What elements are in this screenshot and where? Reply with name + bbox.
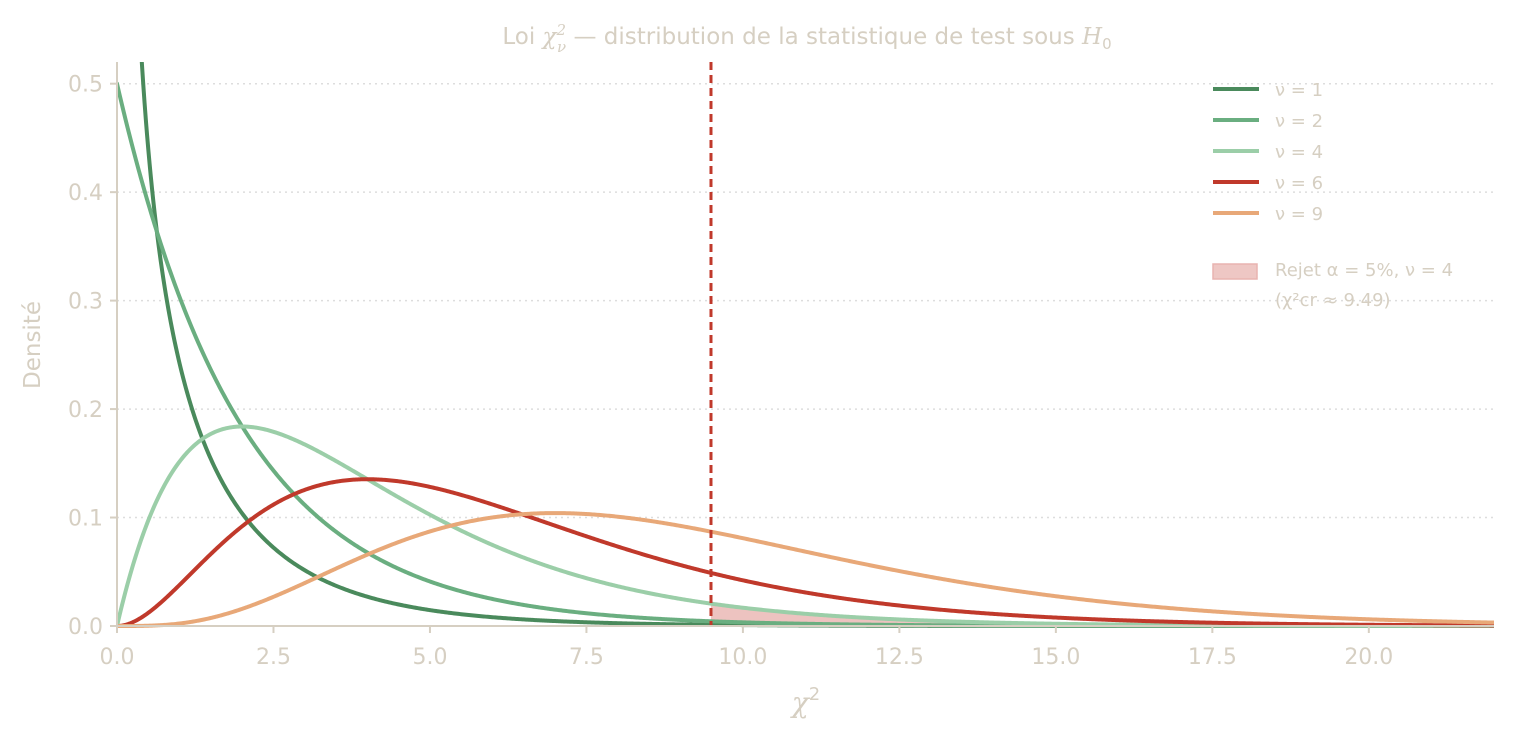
x-tick-label: 7.5	[569, 645, 604, 670]
y-tick-label: 0.5	[68, 73, 103, 98]
y-tick-label: 0.1	[68, 507, 103, 532]
y-axis-label: Densité	[20, 301, 46, 389]
legend-label-nu-2: ν = 2	[1275, 111, 1323, 132]
x-tick-label: 17.5	[1188, 645, 1237, 670]
x-tick-label: 5.0	[412, 645, 447, 670]
grid-lines	[117, 82, 1494, 519]
series-line-nu-2	[117, 81, 1494, 628]
legend-label-nu-1: ν = 1	[1275, 80, 1323, 101]
axes	[116, 62, 1494, 627]
legend: ν = 1 ν = 2 ν = 4 ν = 6 ν = 9 Rejet α = 5%, ν…	[1212, 80, 1453, 311]
legend-label-nu-6: ν = 6	[1275, 173, 1323, 194]
x-tick-label: 20.0	[1344, 645, 1393, 670]
y-tick-label: 0.3	[68, 290, 103, 315]
series-line-nu-9	[117, 511, 1494, 628]
legend-label-nu-9: ν = 9	[1275, 204, 1323, 225]
x-tick-label: 10.0	[718, 645, 767, 670]
tick-labels: 0.0 2.5 5.0 7.5 10.0 12.5 15.0 17.5 20.0 0.0 0.1 0.…	[68, 73, 1393, 670]
y-tick-label: 0.0	[68, 615, 103, 640]
y-tick-label: 0.4	[68, 181, 103, 206]
legend-label-nu-4: ν = 4	[1275, 142, 1323, 163]
x-tick-label: 2.5	[256, 645, 291, 670]
x-tick-label: 15.0	[1031, 645, 1080, 670]
legend-label-rejection-line2: (χ²cr ≈ 9.49)	[1275, 290, 1391, 311]
x-tick-label: 0.0	[100, 645, 135, 670]
series-line-nu-6	[117, 477, 1494, 628]
series-line-nu-4	[117, 424, 1494, 628]
legend-swatch-rejection	[1212, 263, 1258, 280]
x-tick-label: 12.5	[875, 645, 924, 670]
legend-label-rejection-line1: Rejet α = 5%, ν = 4	[1275, 260, 1453, 281]
x-axis-label: χ2	[790, 684, 820, 719]
y-tick-label: 0.2	[68, 398, 103, 423]
chart-title: Loi χ2 ν — distribution de la statistique…	[502, 21, 1111, 56]
